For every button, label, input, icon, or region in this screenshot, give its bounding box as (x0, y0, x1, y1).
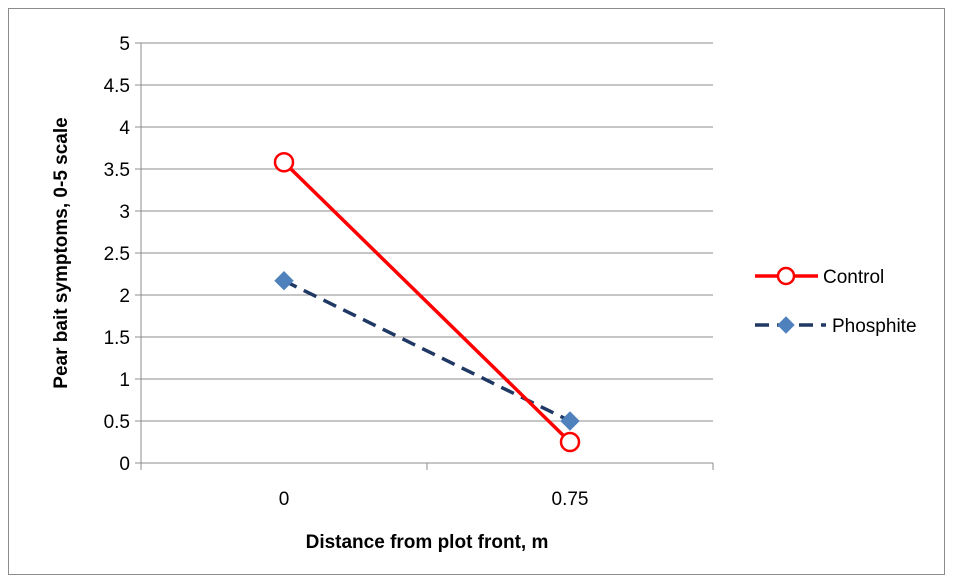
series-lines (282, 161, 572, 444)
y-tick-label: 1.5 (104, 328, 130, 349)
y-tick-label: 2.5 (104, 244, 130, 265)
y-tick-label: 3.5 (104, 160, 130, 181)
y-tick-label: 2 (119, 286, 130, 307)
legend-item-control: Control (755, 266, 884, 288)
x-tick-label: 0 (279, 489, 290, 510)
legend-marker-control (776, 266, 796, 286)
y-tick-label: 0 (119, 454, 130, 475)
x-tick-label: 0.75 (552, 489, 589, 510)
y-tick-label: 4.5 (104, 76, 130, 97)
series-line-control (282, 161, 572, 444)
y-axis-title: Pear bait symptoms, 0-5 scale (51, 117, 72, 388)
data-point-phosphite (274, 271, 294, 291)
chart-frame (8, 8, 945, 575)
gridlines (135, 42, 714, 470)
legend-label-control: Control (823, 267, 884, 288)
data-point-control (559, 431, 581, 453)
y-tick-label: 3 (119, 202, 130, 223)
y-tick-label: 5 (119, 34, 130, 55)
y-tick-label: 0.5 (104, 412, 130, 433)
y-tick-labels: 0 0.5 1 1.5 2 2.5 3 3.5 4 4.5 5 (104, 34, 131, 475)
series-markers (273, 152, 581, 453)
data-point-phosphite (560, 411, 580, 431)
legend: Control Phosphite (755, 266, 917, 337)
data-point-control (273, 152, 295, 173)
legend-marker-phosphite (777, 316, 795, 334)
axes (140, 43, 713, 464)
y-tick-label: 4 (119, 118, 130, 139)
x-tick-labels: 0 0.75 (279, 489, 589, 510)
legend-item-phosphite: Phosphite (755, 316, 917, 337)
legend-label-phosphite: Phosphite (832, 316, 917, 337)
y-tick-label: 1 (119, 370, 130, 391)
x-axis-title: Distance from plot front, m (306, 532, 549, 553)
